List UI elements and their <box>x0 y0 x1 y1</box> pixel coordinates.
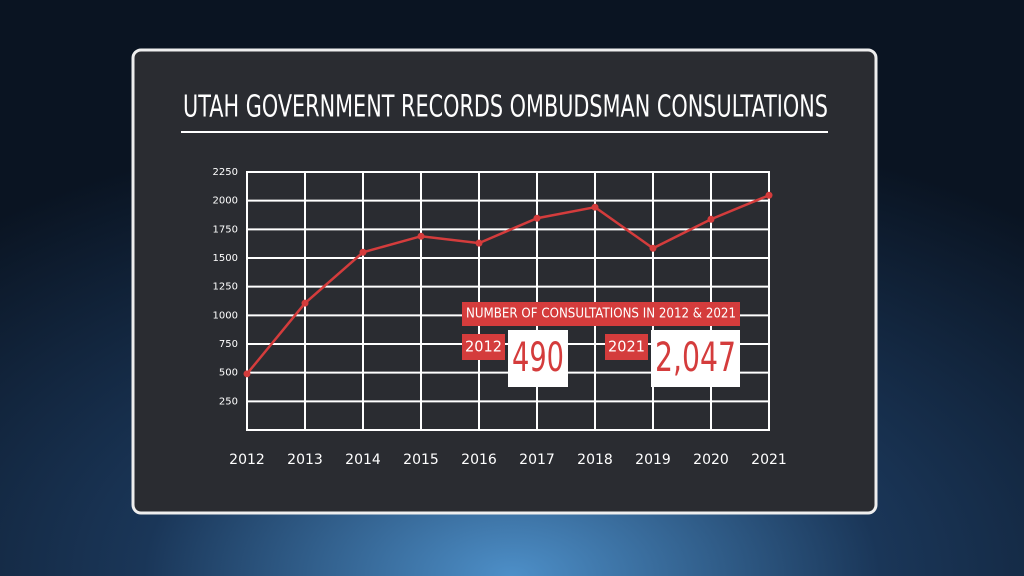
y-tick-label: 1750 <box>213 224 238 235</box>
data-point <box>765 191 773 199</box>
value-box <box>651 330 740 387</box>
x-tick-label: 2012 <box>229 452 265 468</box>
x-tick-label: 2020 <box>693 452 729 468</box>
y-tick-label: 1250 <box>213 282 238 293</box>
data-point <box>649 244 657 252</box>
y-tick-label: 750 <box>219 339 238 350</box>
x-tick-label: 2016 <box>461 452 497 468</box>
y-tick-label: 1500 <box>213 253 238 264</box>
y-tick-label: 1000 <box>213 310 238 321</box>
data-point <box>301 299 309 307</box>
year-label: 2021 <box>608 338 645 356</box>
annotation: NUMBER OF CONSULTATIONS IN 2012 & 2021 2… <box>462 302 740 387</box>
x-tick-label: 2018 <box>577 452 613 468</box>
data-point <box>359 248 367 256</box>
data-point <box>591 203 599 211</box>
panel <box>131 48 878 515</box>
value-box <box>508 330 568 387</box>
annotation-banner <box>462 302 740 326</box>
data-point <box>707 215 715 223</box>
data-point <box>533 214 541 222</box>
y-tick-label: 250 <box>219 396 238 407</box>
x-tick-label: 2017 <box>519 452 555 468</box>
x-tick-label: 2015 <box>403 452 439 468</box>
data-point <box>417 232 425 240</box>
x-tick-label: 2021 <box>751 452 787 468</box>
x-tick-label: 2019 <box>635 452 671 468</box>
year-badge <box>462 334 505 360</box>
x-tick-label: 2014 <box>345 452 381 468</box>
annotation-text: NUMBER OF CONSULTATIONS IN 2012 & 2021 <box>466 307 736 322</box>
value-label: 2,047 <box>655 335 736 381</box>
x-tick-label: 2013 <box>287 452 323 468</box>
y-tick-label: 500 <box>219 368 238 379</box>
value-label: 490 <box>512 335 564 381</box>
year-label: 2012 <box>465 338 502 356</box>
data-point <box>243 370 251 378</box>
data-point <box>475 239 483 247</box>
y-tick-label: 2000 <box>213 196 238 207</box>
data-line <box>246 194 770 375</box>
y-tick-label: 2250 <box>213 167 238 178</box>
chart-title: UTAH GOVERNMENT RECORDS OMBUDSMAN CONSUL… <box>183 90 828 125</box>
year-badge <box>605 334 648 360</box>
